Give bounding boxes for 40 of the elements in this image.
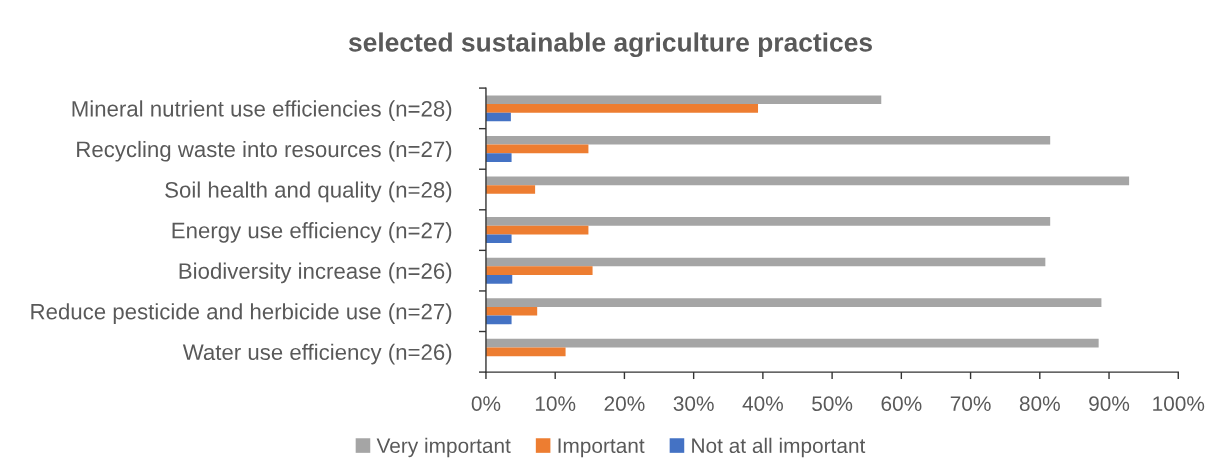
bar	[485, 298, 1102, 307]
bar	[485, 257, 1046, 267]
legend-label: Very important	[376, 437, 511, 458]
y-tick-label: Mineral nutrient use efficiencies (n=28)	[72, 100, 452, 122]
x-tick-label: 60%	[881, 396, 922, 411]
bar	[485, 95, 882, 105]
bar	[485, 176, 1130, 186]
x-tick-label: 10%	[535, 396, 576, 411]
y-tick-label: Energy use efficiency (n=27)	[172, 222, 452, 243]
y-tick-label: Recycling waste into resources (n=27)	[77, 140, 452, 162]
y-tick-label: Biodiversity increase (n=26)	[179, 262, 452, 284]
y-tick-label: Water use efficiency (n=26)	[182, 343, 452, 365]
x-tick-label: 20%	[604, 396, 645, 411]
bar	[485, 153, 512, 162]
legend-label: Not at all important	[692, 437, 866, 458]
bar	[485, 185, 536, 194]
x-tick-label: 70%	[950, 396, 991, 411]
bar	[485, 135, 1051, 145]
bar	[485, 274, 513, 284]
x-tick-label: 100%	[1153, 396, 1205, 411]
x-tick-label: 30%	[673, 396, 714, 411]
bar	[485, 234, 512, 244]
bar	[485, 315, 512, 325]
y-tick-label: Soil health and quality (n=28)	[165, 181, 452, 203]
bar	[485, 338, 1099, 348]
legend-label: Important	[558, 438, 645, 458]
x-tick-label: 0%	[471, 396, 501, 411]
x-tick-label: 40%	[742, 396, 783, 411]
y-tick-label: Reduce pesticide and herbicide use (n=27)	[31, 303, 452, 324]
x-tick-label: 80%	[1019, 396, 1060, 411]
bar	[485, 266, 593, 275]
bar	[485, 217, 1051, 226]
chart-title: selected sustainable agriculture practices	[348, 32, 872, 58]
bar	[485, 225, 589, 235]
x-tick-label: 50%	[812, 396, 853, 411]
bar	[485, 144, 589, 154]
bar	[485, 104, 759, 113]
bar	[485, 347, 566, 357]
x-tick-label: 90%	[1089, 396, 1130, 411]
bar	[485, 306, 538, 316]
